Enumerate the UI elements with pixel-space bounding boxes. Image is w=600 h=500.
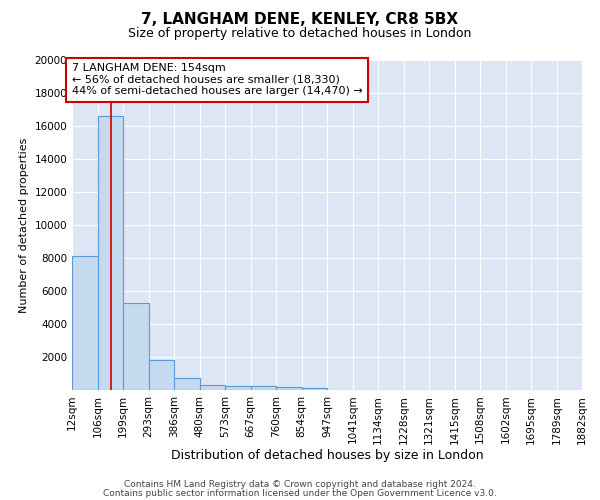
Bar (225, 386, 251, 390)
Bar (276, 386, 302, 390)
Bar (200, 385, 225, 390)
Text: Size of property relative to detached houses in London: Size of property relative to detached ho… (128, 28, 472, 40)
Bar (302, 388, 327, 390)
Bar (123, 302, 149, 390)
Text: Contains public sector information licensed under the Open Government Licence v3: Contains public sector information licen… (103, 488, 497, 498)
Text: Contains HM Land Registry data © Crown copyright and database right 2024.: Contains HM Land Registry data © Crown c… (124, 480, 476, 489)
Text: 7, LANGHAM DENE, KENLEY, CR8 5BX: 7, LANGHAM DENE, KENLEY, CR8 5BX (142, 12, 458, 28)
Bar (251, 386, 276, 390)
Bar (174, 378, 200, 390)
Bar (98, 116, 123, 390)
Bar (149, 360, 174, 390)
Bar (72, 256, 98, 390)
X-axis label: Distribution of detached houses by size in London: Distribution of detached houses by size … (170, 449, 484, 462)
Text: 7 LANGHAM DENE: 154sqm
← 56% of detached houses are smaller (18,330)
44% of semi: 7 LANGHAM DENE: 154sqm ← 56% of detached… (72, 64, 363, 96)
Y-axis label: Number of detached properties: Number of detached properties (19, 138, 29, 312)
